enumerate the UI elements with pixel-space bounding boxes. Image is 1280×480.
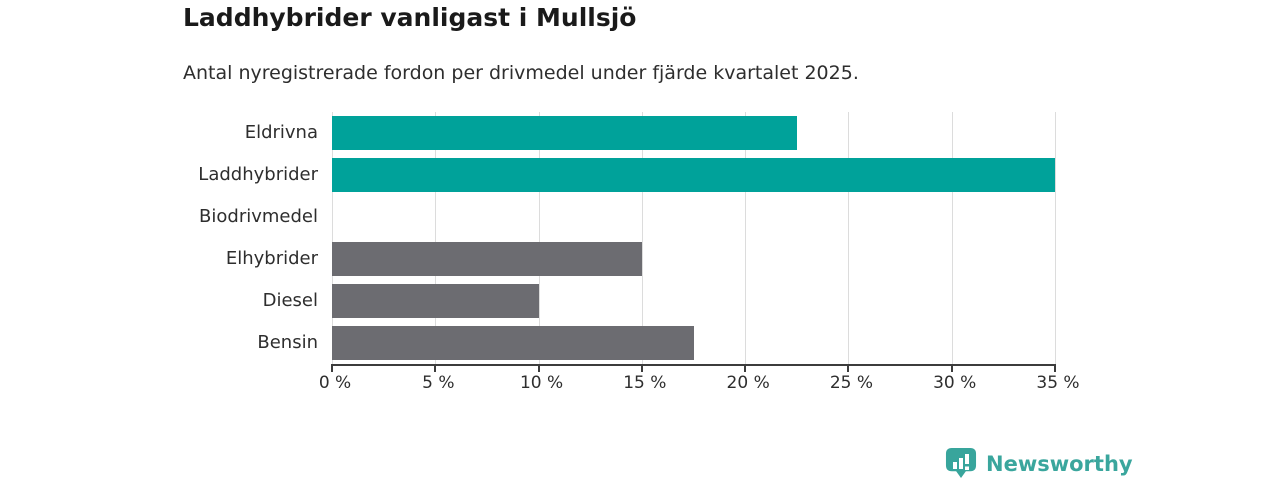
newsworthy-wordmark: Newsworthy — [986, 451, 1133, 476]
axis-tick — [434, 366, 437, 372]
axis-tick-label: 30 % — [933, 373, 977, 393]
gridline — [745, 112, 747, 364]
gridline — [951, 112, 953, 364]
axis-tick-label: 10 % — [519, 373, 564, 393]
bar-eldrivna — [332, 116, 797, 150]
chart-subtitle: Antal nyregistrerade fordon per drivmede… — [183, 62, 859, 84]
bar-elhybrider — [332, 242, 642, 276]
gridline — [848, 112, 850, 364]
axis-tick — [1054, 366, 1056, 372]
category-label-diesel: Diesel — [262, 290, 318, 311]
category-axis-labels: Eldrivna Laddhybrider Biodrivmedel Elhybrid… — [0, 112, 318, 364]
category-label-laddhybrider: Laddhybrider — [198, 164, 318, 185]
gridline — [1055, 112, 1056, 364]
axis-tick — [537, 366, 540, 372]
axis-tick-label: 15 % — [623, 373, 667, 393]
axis-tick-label: 25 % — [829, 373, 874, 393]
axis-tick — [640, 366, 643, 372]
axis-tick-label: 20 % — [726, 373, 770, 393]
category-label-elhybrider: Elhybrider — [225, 248, 318, 269]
gridline — [332, 112, 333, 364]
bar-laddhybrider — [332, 158, 1055, 192]
category-label-biodrivmedel: Biodrivmedel — [199, 206, 318, 227]
newsworthy-logo: Newsworthy — [945, 447, 1133, 480]
axis-tick — [331, 366, 333, 372]
chart-title: Laddhybrider vanligast i Mullsjö — [183, 3, 637, 32]
newsworthy-badge-icon — [945, 447, 977, 479]
gridline — [538, 112, 540, 364]
bar-bensin — [332, 326, 694, 360]
gridline — [435, 112, 437, 364]
category-label-eldrivna: Eldrivna — [244, 122, 318, 143]
axis-tick — [847, 366, 850, 372]
axis-tick-label: 5 % — [422, 373, 455, 393]
x-axis-line — [331, 364, 1056, 366]
axis-tick — [744, 366, 747, 372]
gridline — [641, 112, 643, 364]
bar-diesel — [332, 284, 539, 318]
axis-tick-label: 0 % — [318, 373, 352, 393]
axis-tick-label: 35 % — [1036, 373, 1080, 393]
category-label-bensin: Bensin — [257, 332, 318, 353]
bar-chart-plot-area — [332, 112, 1056, 364]
axis-tick — [950, 366, 953, 372]
